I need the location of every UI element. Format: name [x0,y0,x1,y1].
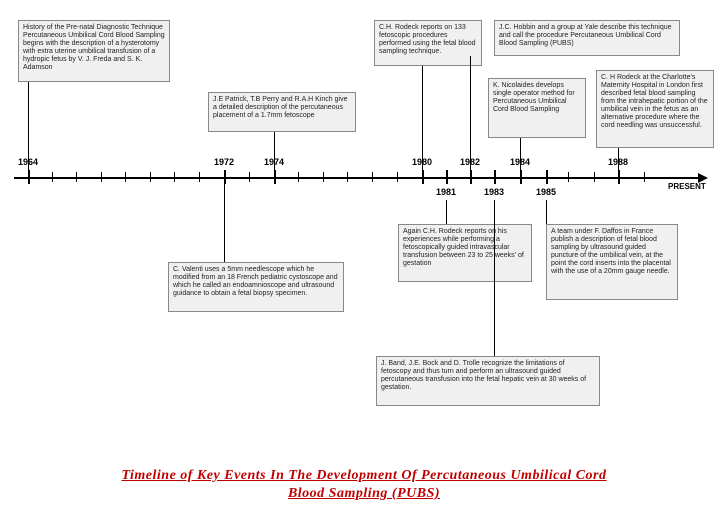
minor-tick [644,172,645,182]
minor-tick [76,172,77,182]
minor-tick [594,172,595,182]
timeline-canvas: PRESENT 19641972197419801981198219831984… [0,0,728,511]
connector [28,82,29,170]
minor-tick [298,172,299,182]
major-tick [520,170,522,184]
event-box: C. Valenti uses a 5mm needlescope which … [168,262,344,312]
minor-tick [199,172,200,182]
major-tick [618,170,620,184]
event-box: Again C.H. Rodeck reports on his experie… [398,224,532,282]
minor-tick [397,172,398,182]
event-box: History of the Pre-natal Diagnostic Tech… [18,20,170,82]
connector [224,184,225,262]
connector [618,148,619,170]
event-box: K. Nicolaides develops single operator m… [488,78,586,138]
event-box: C.H. Rodeck reports on 133 fetoscopic pr… [374,20,482,66]
major-tick [274,170,276,184]
minor-tick [372,172,373,182]
minor-tick [323,172,324,182]
major-tick [28,170,30,184]
minor-tick [125,172,126,182]
year-label: 1972 [214,157,234,167]
event-box: J.C. Hobbin and a group at Yale describe… [494,20,680,56]
connector [520,138,521,170]
minor-tick [150,172,151,182]
connector [446,200,447,224]
major-tick [224,170,226,184]
major-tick [546,170,548,184]
connector [470,56,471,170]
major-tick [422,170,424,184]
event-box: C. H Rodeck at the Charlotte's Maternity… [596,70,714,148]
connector [422,66,423,170]
major-tick [446,170,448,184]
minor-tick [347,172,348,182]
connector [546,200,547,224]
axis-line [14,177,700,179]
event-box: J.E Patrick, T.B Perry and R.A.H Kinch g… [208,92,356,132]
title-line1: Timeline of Key Events In The Developmen… [0,468,728,484]
title-line2: Blood Sampling (PUBS) [0,486,728,502]
major-tick [494,170,496,184]
minor-tick [249,172,250,182]
minor-tick [174,172,175,182]
major-tick [470,170,472,184]
connector [494,200,495,356]
event-box: A team under F. Daffos in France publish… [546,224,678,300]
minor-tick [568,172,569,182]
minor-tick [52,172,53,182]
year-label: 1985 [536,187,556,197]
year-label: 1983 [484,187,504,197]
present-label: PRESENT [668,182,706,191]
year-label: 1981 [436,187,456,197]
event-box: J. Band, J.E. Bock and D. Trolle recogni… [376,356,600,406]
minor-tick [101,172,102,182]
connector [274,132,275,170]
